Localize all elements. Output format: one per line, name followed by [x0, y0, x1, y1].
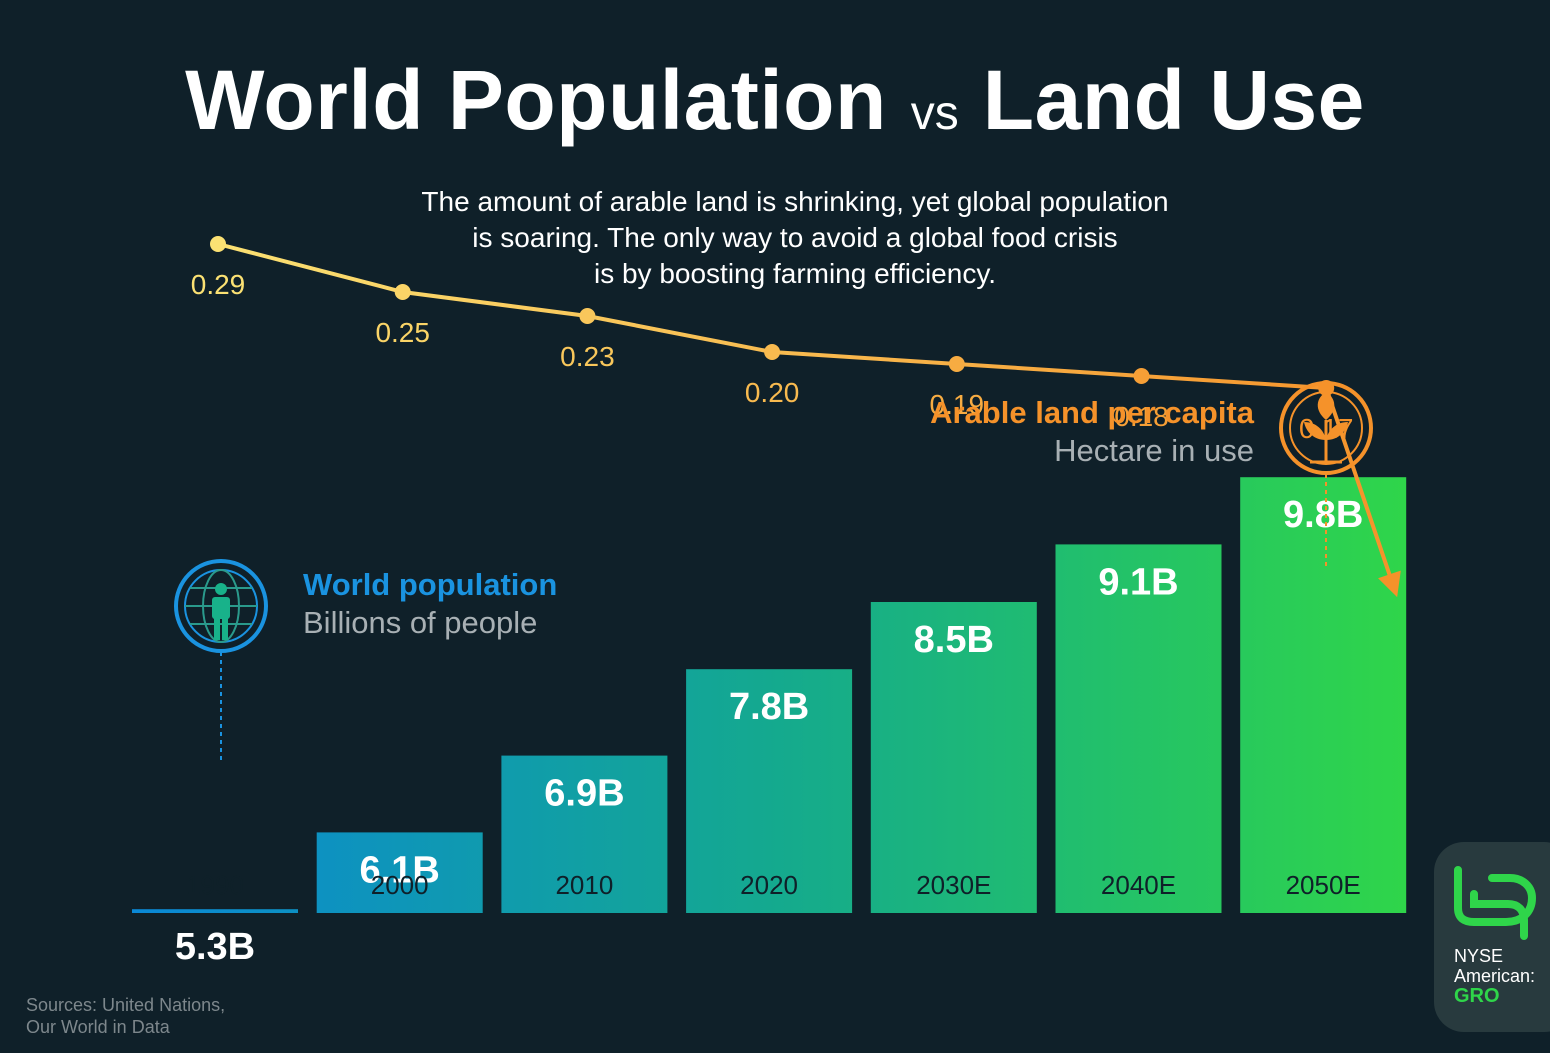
gro-badge: NYSE American: GRO [1434, 842, 1550, 1032]
chart-subtitle: The amount of arable land is shrinking, … [330, 184, 1260, 292]
bar-2030e [870, 602, 1037, 913]
line-value-label: 0.19 [930, 389, 985, 420]
bar-value-label: 9.1B [1098, 561, 1178, 603]
bar-2020 [686, 669, 853, 913]
land-per-capita-line [217, 242, 1394, 583]
line-point [764, 344, 781, 360]
badge-ticker: GRO [1454, 985, 1500, 1007]
subtitle-line-1: The amount of arable land is shrinking, … [421, 186, 1169, 217]
badge-text: NYSE American: GRO [1454, 946, 1535, 1006]
subtitle-line-3: is by boosting farming efficiency. [593, 258, 997, 289]
land-legend: Arable land per capita Hectare in use [930, 394, 1254, 470]
chart-title: World Population vs Land Use [0, 52, 1550, 149]
line-value-label: 0.29 [191, 269, 246, 300]
bar-1990 [132, 909, 298, 913]
line-point [948, 356, 965, 372]
x-tick-label: 2020 [740, 870, 798, 900]
land-legend-subtitle: Hectare in use [1054, 433, 1254, 468]
subtitle-line-2: is soaring. The only way to avoid a glob… [472, 222, 1118, 253]
bar-2040e [1055, 544, 1222, 913]
bar-2000 [316, 832, 483, 913]
land-legend-title: Arable land per capita [930, 395, 1254, 430]
line-point [210, 236, 226, 252]
gro-logo-icon [1454, 866, 1537, 940]
line-value-label: 0.25 [375, 317, 430, 348]
sources-note: Sources: United Nations, Our World in Da… [26, 994, 225, 1038]
population-legend-subtitle: Billions of people [303, 605, 538, 640]
x-tick-label: 2000 [371, 870, 429, 900]
x-tick-label: 2010 [555, 870, 613, 900]
line-point [579, 308, 596, 324]
badge-line-1: NYSE [1454, 946, 1504, 966]
title-left: World Population [185, 53, 887, 147]
line-group: 0.290.250.230.20 0.19 0.18 0.17 [191, 236, 1401, 598]
x-tick-label: 2030E [916, 870, 991, 900]
line-point [1133, 368, 1150, 384]
bar-value-label: 9.8B [1283, 494, 1363, 536]
x-tick-label: 2050E [1286, 870, 1361, 900]
bar-value-label: 6.9B [544, 773, 624, 815]
bar-value-label: 5.3B [175, 926, 255, 968]
bar-value-label: 6.1B [360, 849, 440, 891]
x-tick-label: 2040E [1101, 870, 1176, 900]
title-vs: vs [910, 87, 959, 140]
bar-2010 [501, 755, 668, 913]
bar-2050e [1240, 477, 1407, 913]
population-legend-title: World population [303, 567, 558, 602]
line-point [394, 284, 411, 300]
bar-value-label: 7.8B [729, 686, 809, 728]
sources-line-2: Our World in Data [26, 1017, 170, 1037]
x-tick-label: 1990 [186, 870, 244, 900]
line-arrowhead [1378, 570, 1401, 598]
globe-person-icon [174, 559, 268, 760]
population-legend: World population Billions of people [303, 566, 557, 642]
title-right: Land Use [982, 53, 1365, 147]
bar-value-label: 8.5B [914, 619, 994, 661]
sources-line-1: Sources: United Nations, [26, 995, 226, 1015]
line-value-label: 0.23 [560, 341, 615, 372]
badge-line-2: American: [1454, 966, 1536, 986]
plant-icon [1279, 381, 1373, 566]
line-value-label: 0.18 [1114, 401, 1169, 432]
line-value-label: 0.20 [745, 377, 800, 408]
